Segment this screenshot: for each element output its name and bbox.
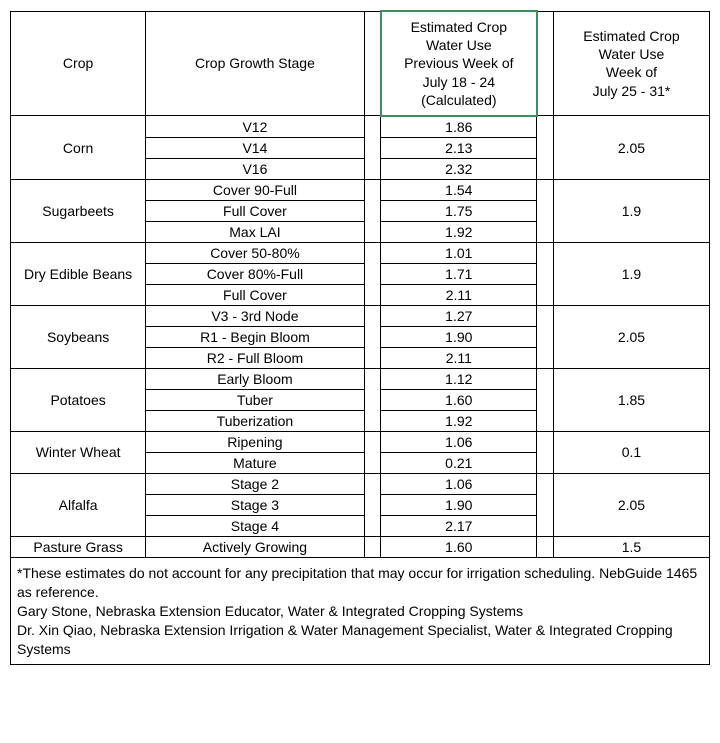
prev-week-value: 1.06 xyxy=(381,473,537,494)
prev-week-value: 1.12 xyxy=(381,368,537,389)
header-stage: Crop Growth Stage xyxy=(146,11,364,116)
table-row: SugarbeetsCover 90-Full1.541.9 xyxy=(11,179,710,200)
growth-stage: Full Cover xyxy=(146,200,364,221)
prev-week-value: 1.86 xyxy=(381,116,537,138)
footnote-row: *These estimates do not account for any … xyxy=(11,557,710,664)
prev-week-value: 0.21 xyxy=(381,452,537,473)
gap-cell xyxy=(537,179,554,242)
growth-stage: V3 - 3rd Node xyxy=(146,305,364,326)
growth-stage: Stage 3 xyxy=(146,494,364,515)
crop-name: Alfalfa xyxy=(11,473,146,536)
table-row: CornV121.862.05 xyxy=(11,116,710,138)
crop-name: Winter Wheat xyxy=(11,431,146,473)
prev-week-value: 1.27 xyxy=(381,305,537,326)
table-body: CornV12 1.86 2.05 V14 2.13 V16 2.32 SugarbeetsC… xyxy=(11,116,710,558)
next-week-value: 1.9 xyxy=(553,179,709,242)
growth-stage: Full Cover xyxy=(146,284,364,305)
growth-stage: Mature xyxy=(146,452,364,473)
prev-week-value: 1.71 xyxy=(381,263,537,284)
table-row: SoybeansV3 - 3rd Node1.272.05 xyxy=(11,305,710,326)
growth-stage: Max LAI xyxy=(146,221,364,242)
prev-week-value: 1.75 xyxy=(381,200,537,221)
next-week-value: 2.05 xyxy=(553,116,709,180)
crop-water-use-table: Crop Crop Growth Stage Estimated CropWat… xyxy=(10,10,710,665)
growth-stage: Stage 2 xyxy=(146,473,364,494)
gap-cell xyxy=(537,242,554,305)
header-prev: Estimated CropWater UsePrevious Week ofJ… xyxy=(381,11,537,116)
table-row: PotatoesEarly Bloom1.121.85 xyxy=(11,368,710,389)
growth-stage: Ripening xyxy=(146,431,364,452)
next-week-value: 0.1 xyxy=(553,431,709,473)
gap-cell xyxy=(537,536,554,557)
growth-stage: Cover 80%-Full xyxy=(146,263,364,284)
gap-cell xyxy=(537,116,554,180)
prev-week-value: 2.11 xyxy=(381,284,537,305)
growth-stage: Actively Growing xyxy=(146,536,364,557)
next-week-value: 1.9 xyxy=(553,242,709,305)
crop-name: Soybeans xyxy=(11,305,146,368)
crop-name: Potatoes xyxy=(11,368,146,431)
gap-cell xyxy=(537,431,554,473)
crop-name: Sugarbeets xyxy=(11,179,146,242)
growth-stage: Early Bloom xyxy=(146,368,364,389)
prev-week-value: 2.11 xyxy=(381,347,537,368)
table-row: Dry Edible BeansCover 50-80%1.011.9 xyxy=(11,242,710,263)
gap-cell xyxy=(364,368,381,431)
next-week-value: 1.85 xyxy=(553,368,709,431)
next-week-value: 2.05 xyxy=(553,473,709,536)
growth-stage: V16 xyxy=(146,158,364,179)
prev-week-value: 1.92 xyxy=(381,221,537,242)
growth-stage: R1 - Begin Bloom xyxy=(146,326,364,347)
crop-name: Dry Edible Beans xyxy=(11,242,146,305)
table-row: Winter WheatRipening1.060.1 xyxy=(11,431,710,452)
table-row: Pasture GrassActively Growing 1.60 1.5 xyxy=(11,536,710,557)
prev-week-value: 1.60 xyxy=(381,389,537,410)
growth-stage: Cover 90-Full xyxy=(146,179,364,200)
gap-cell xyxy=(364,179,381,242)
prev-week-value: 2.13 xyxy=(381,137,537,158)
crop-name: Corn xyxy=(11,116,146,180)
growth-stage: Tuberization xyxy=(146,410,364,431)
header-next: Estimated CropWater UseWeek ofJuly 25 - … xyxy=(553,11,709,116)
growth-stage: R2 - Full Bloom xyxy=(146,347,364,368)
gap-cell xyxy=(364,431,381,473)
growth-stage: V14 xyxy=(146,137,364,158)
gap-cell xyxy=(364,305,381,368)
footnote-text: *These estimates do not account for any … xyxy=(11,557,710,664)
prev-week-value: 1.90 xyxy=(381,326,537,347)
gap-cell xyxy=(537,305,554,368)
prev-week-value: 2.17 xyxy=(381,515,537,536)
gap-cell xyxy=(364,536,381,557)
gap-cell xyxy=(364,116,381,180)
table-row: AlfalfaStage 21.062.05 xyxy=(11,473,710,494)
header-crop: Crop xyxy=(11,11,146,116)
growth-stage: V12 xyxy=(146,116,364,138)
header-row: Crop Crop Growth Stage Estimated CropWat… xyxy=(11,11,710,116)
header-gap1 xyxy=(364,11,381,116)
growth-stage: Stage 4 xyxy=(146,515,364,536)
header-gap2 xyxy=(537,11,554,116)
prev-week-value: 1.06 xyxy=(381,431,537,452)
growth-stage: Cover 50-80% xyxy=(146,242,364,263)
crop-name: Pasture Grass xyxy=(11,536,146,557)
gap-cell xyxy=(537,473,554,536)
growth-stage: Tuber xyxy=(146,389,364,410)
prev-week-value: 1.54 xyxy=(381,179,537,200)
gap-cell xyxy=(364,473,381,536)
prev-week-value: 1.60 xyxy=(381,536,537,557)
next-week-value: 2.05 xyxy=(553,305,709,368)
prev-week-value: 1.90 xyxy=(381,494,537,515)
gap-cell xyxy=(537,368,554,431)
prev-week-value: 1.01 xyxy=(381,242,537,263)
gap-cell xyxy=(364,242,381,305)
next-week-value: 1.5 xyxy=(553,536,709,557)
prev-week-value: 1.92 xyxy=(381,410,537,431)
prev-week-value: 2.32 xyxy=(381,158,537,179)
